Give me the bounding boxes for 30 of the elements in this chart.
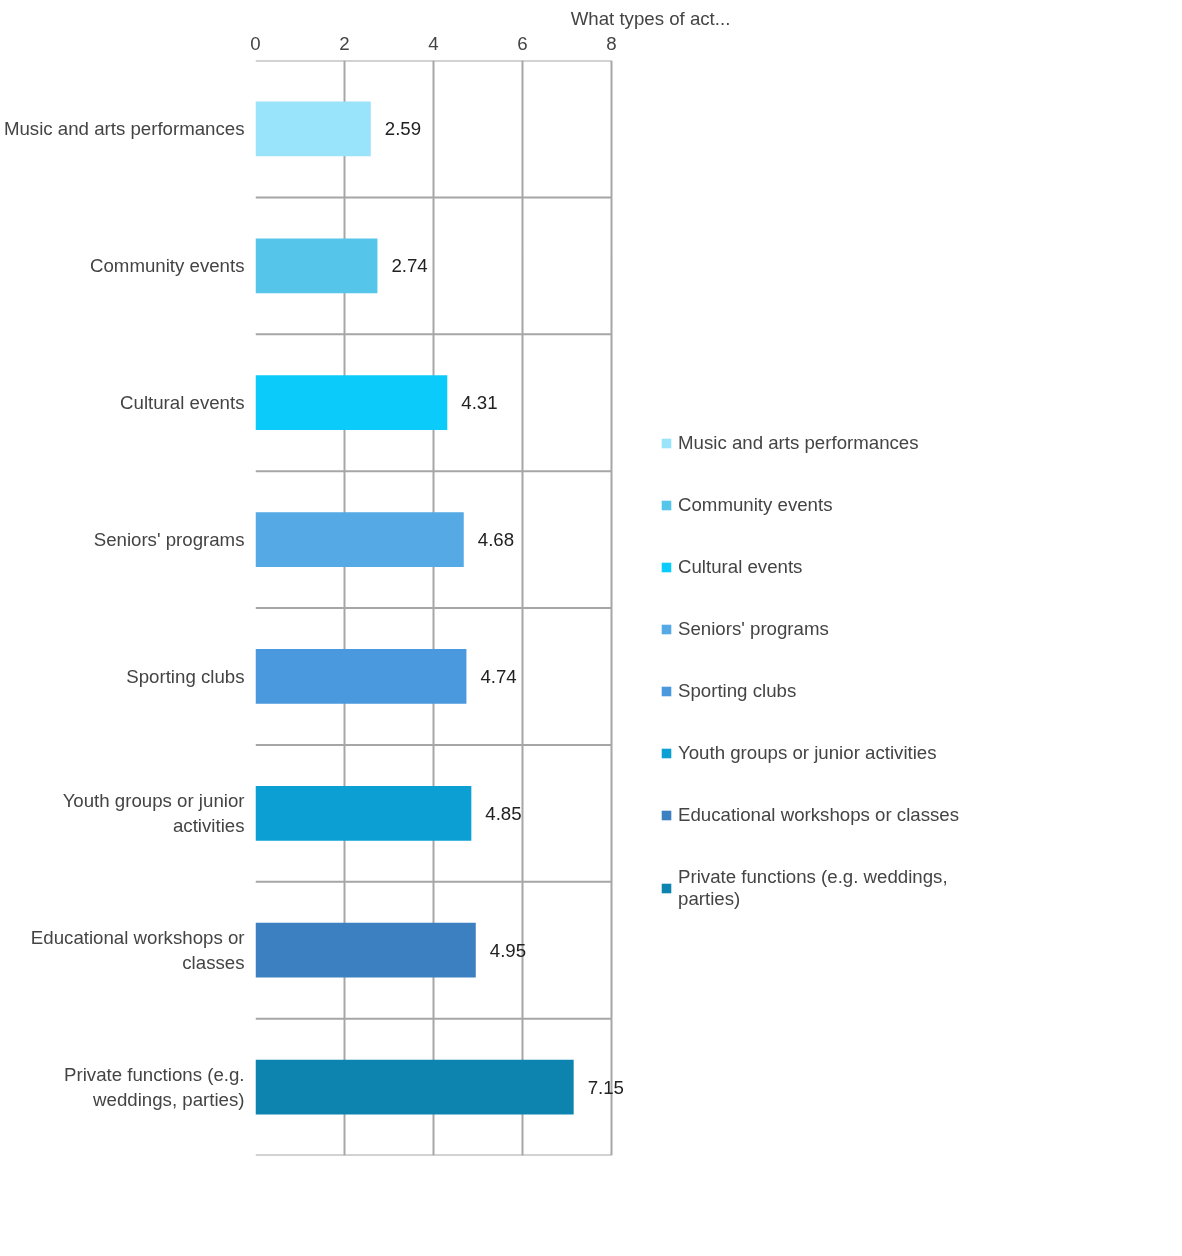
x-tick-label: 4: [428, 32, 439, 54]
legend-label: Educational workshops or classes: [678, 804, 960, 826]
y-tick-label: Community events: [90, 255, 245, 277]
legend-label: Seniors' programs: [678, 618, 829, 640]
text: What types of act...: [570, 7, 731, 29]
x-tick-label: 6: [517, 32, 528, 54]
data-label: 2.59: [384, 118, 422, 140]
y-tick-label: Sporting clubs: [126, 665, 245, 687]
x-tick-label: 0: [250, 32, 261, 54]
y-tick-label: Youth groups or junior activities: [62, 790, 245, 837]
y-tick-label: Seniors' programs: [93, 529, 245, 551]
y-tick-label: Private functions (e.g. weddings, parties): [64, 1063, 245, 1111]
legend-label: Private functions (e.g. weddings, parties): [678, 866, 948, 910]
data-label: 4.85: [485, 802, 522, 824]
data-label: 4.74: [480, 665, 517, 687]
data-label: 2.74: [391, 255, 428, 277]
legend-label: Cultural events: [678, 556, 803, 578]
legend-label: Sporting clubs: [678, 680, 797, 702]
y-tick-label: Educational workshops or classes: [30, 927, 245, 974]
x-tick-label: 2: [339, 32, 350, 54]
data-label: 4.68: [477, 529, 515, 551]
data-label: 4.95: [489, 939, 527, 961]
legend-label: Community events: [678, 494, 833, 516]
y-tick-label: Cultural events: [120, 392, 245, 414]
y-tick-label: Music and arts performances: [3, 118, 245, 140]
legend-label: Music and arts performances: [678, 432, 919, 454]
legend-label: Youth groups or junior activities: [678, 742, 937, 764]
data-label: 7.15: [587, 1076, 624, 1098]
x-tick-label: 8: [606, 32, 617, 54]
data-label: 4.31: [461, 392, 498, 414]
